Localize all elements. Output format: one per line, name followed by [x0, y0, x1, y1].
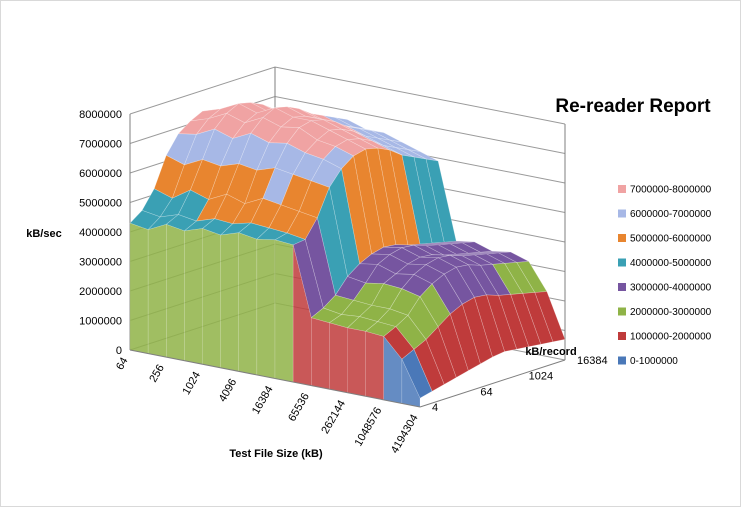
surface-cell — [449, 303, 481, 372]
legend-label: 3000000-4000000 — [630, 283, 712, 294]
surface-front-face — [256, 238, 276, 379]
legend-swatch — [618, 356, 626, 365]
legend-swatch — [618, 234, 626, 242]
surface-front-face — [184, 228, 203, 365]
y-tick-label: 2000000 — [79, 286, 122, 298]
surface-cell — [461, 296, 493, 365]
z-tick-label: 16384 — [577, 355, 608, 367]
x-axis-line — [129, 349, 421, 408]
z-tick-label: 1024 — [529, 371, 553, 383]
legend-item: 4000000-5000000 — [618, 258, 712, 269]
surface-front-face — [347, 327, 366, 397]
surface-front-face — [129, 222, 149, 354]
legend-swatch — [618, 332, 626, 340]
legend-swatch — [618, 209, 626, 218]
y-tick-label: 8000000 — [79, 109, 122, 121]
legend-label: 0-1000000 — [630, 356, 678, 367]
legend-item: 3000000-4000000 — [618, 283, 712, 294]
surface-front-face — [202, 228, 221, 369]
legend-label: 4000000-5000000 — [630, 258, 712, 269]
x-tick-label: 256 — [147, 363, 167, 385]
x-tick-label: 4194304 — [389, 413, 421, 456]
x-tick-label: 65536 — [286, 391, 312, 423]
legend-item: 6000000-7000000 — [618, 209, 712, 220]
legend-item: 1000000-2000000 — [618, 332, 712, 343]
x-tick-label: 16384 — [250, 384, 276, 416]
legend-label: 6000000-7000000 — [630, 209, 712, 220]
y-tick-label: 4000000 — [79, 227, 122, 239]
y-axis-title: kB/sec — [26, 228, 61, 240]
legend-label: 7000000-8000000 — [630, 185, 712, 196]
y-tick-label: 5000000 — [79, 198, 122, 210]
y-tick-label: 6000000 — [79, 168, 122, 180]
z-axis-line — [419, 359, 566, 408]
legend: 7000000-8000000 6000000-7000000 5000000-60… — [618, 185, 712, 367]
x-axis-title: Test File Size (kB) — [229, 448, 323, 460]
legend-swatch — [618, 307, 626, 316]
legend-swatch — [618, 258, 626, 267]
y-tick-label: 1000000 — [79, 316, 122, 328]
surface-front-face — [365, 331, 384, 401]
legend-label: 5000000-6000000 — [630, 234, 712, 245]
surface-front-face — [147, 224, 167, 358]
chart-title: Re-reader Report — [555, 96, 711, 117]
surface-front-face — [238, 232, 258, 376]
surface-cell — [425, 326, 457, 385]
surface-layer — [129, 102, 566, 408]
x-tick-label: 262144 — [319, 398, 348, 436]
x-tick-label: 64 — [114, 356, 131, 373]
legend-item: 2000000-3000000 — [618, 307, 712, 318]
y-tick-label: 3000000 — [79, 257, 122, 269]
x-tick-label: 1024 — [180, 370, 203, 397]
surface-front-face — [166, 224, 185, 361]
legend-label: 1000000-2000000 — [630, 332, 712, 343]
surface-front-face — [329, 322, 348, 394]
legend-label: 2000000-3000000 — [630, 307, 712, 318]
surface-cell — [401, 348, 433, 399]
legend-item: 7000000-8000000 — [618, 185, 712, 196]
z-tick-label: 4 — [432, 402, 438, 414]
surface-front-face — [311, 317, 330, 390]
surface-cell — [473, 294, 505, 358]
z-axis-title: kB/record — [525, 346, 576, 358]
z-tick-label: 64 — [480, 386, 492, 398]
x-tick-label: 1048576 — [353, 405, 385, 448]
legend-item: 0-1000000 — [618, 356, 678, 367]
surface-front-face — [274, 239, 294, 383]
surface-front-face — [220, 232, 239, 372]
legend-swatch — [618, 185, 626, 193]
legend-swatch — [618, 283, 626, 291]
legend-item: 5000000-6000000 — [618, 234, 712, 245]
surface-cell — [437, 313, 469, 378]
y-tick-label: 7000000 — [79, 139, 122, 151]
y-gridline — [129, 66, 566, 125]
y-tick-label: 0 — [116, 345, 122, 357]
surface-cell — [486, 294, 518, 352]
x-tick-label: 4096 — [217, 377, 240, 404]
surface-cell — [413, 339, 445, 392]
